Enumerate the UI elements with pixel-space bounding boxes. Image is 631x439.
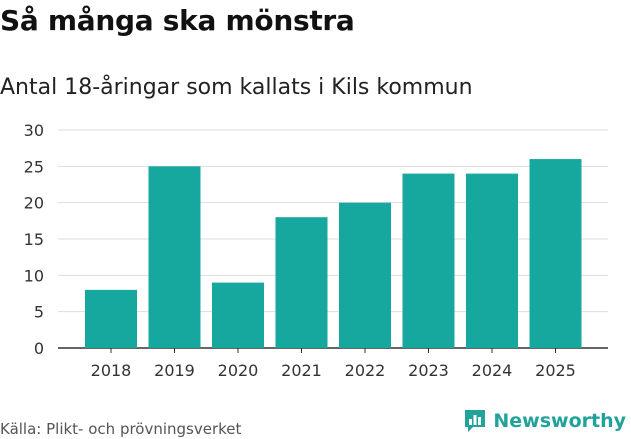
y-tick-label: 30	[24, 121, 44, 140]
gridlines	[58, 129, 608, 349]
bar-2019[interactable]	[148, 166, 201, 348]
y-tick-label: 25	[24, 157, 44, 176]
bar-2024[interactable]	[466, 173, 518, 348]
bar-2018[interactable]	[85, 289, 137, 348]
x-tick-label: 2018	[91, 361, 132, 380]
bar-2022[interactable]	[339, 202, 391, 348]
y-tick-label: 15	[24, 230, 44, 249]
brand[interactable]: Newsworthy	[463, 408, 626, 434]
y-tick-label: 20	[24, 194, 44, 213]
newsworthy-logo-icon	[465, 410, 486, 432]
chart-title: Så många ska mönstra	[0, 4, 355, 37]
bar-2025[interactable]	[529, 159, 582, 348]
x-tick-label: 2025	[535, 361, 576, 380]
x-tick-label: 2019	[154, 361, 195, 380]
x-tick-label: 2020	[218, 361, 259, 380]
y-axis-ticks: 0 5 10 15 20 25 30	[24, 121, 44, 358]
x-tick-label: 2024	[472, 361, 513, 380]
brand-name: Newsworthy	[493, 410, 626, 432]
y-tick-label: 10	[24, 266, 44, 285]
chart-subtitle: Antal 18-åringar som kallats i Kils komm…	[0, 75, 473, 100]
y-tick-label: 5	[34, 303, 44, 322]
bar-2021[interactable]	[275, 217, 328, 348]
x-tick-label: 2021	[281, 361, 322, 380]
x-tick-label: 2022	[345, 361, 386, 380]
y-tick-label: 0	[34, 339, 44, 358]
x-tick-label: 2023	[408, 361, 449, 380]
x-axis-ticks: 2018 2019 2020 2021 2022 2023 2024 2025	[91, 348, 576, 380]
bar-2020[interactable]	[212, 282, 264, 348]
source-note: Källa: Plikt- och prövningsverket	[0, 420, 242, 438]
bars	[85, 159, 582, 348]
bar-2023[interactable]	[402, 173, 455, 348]
